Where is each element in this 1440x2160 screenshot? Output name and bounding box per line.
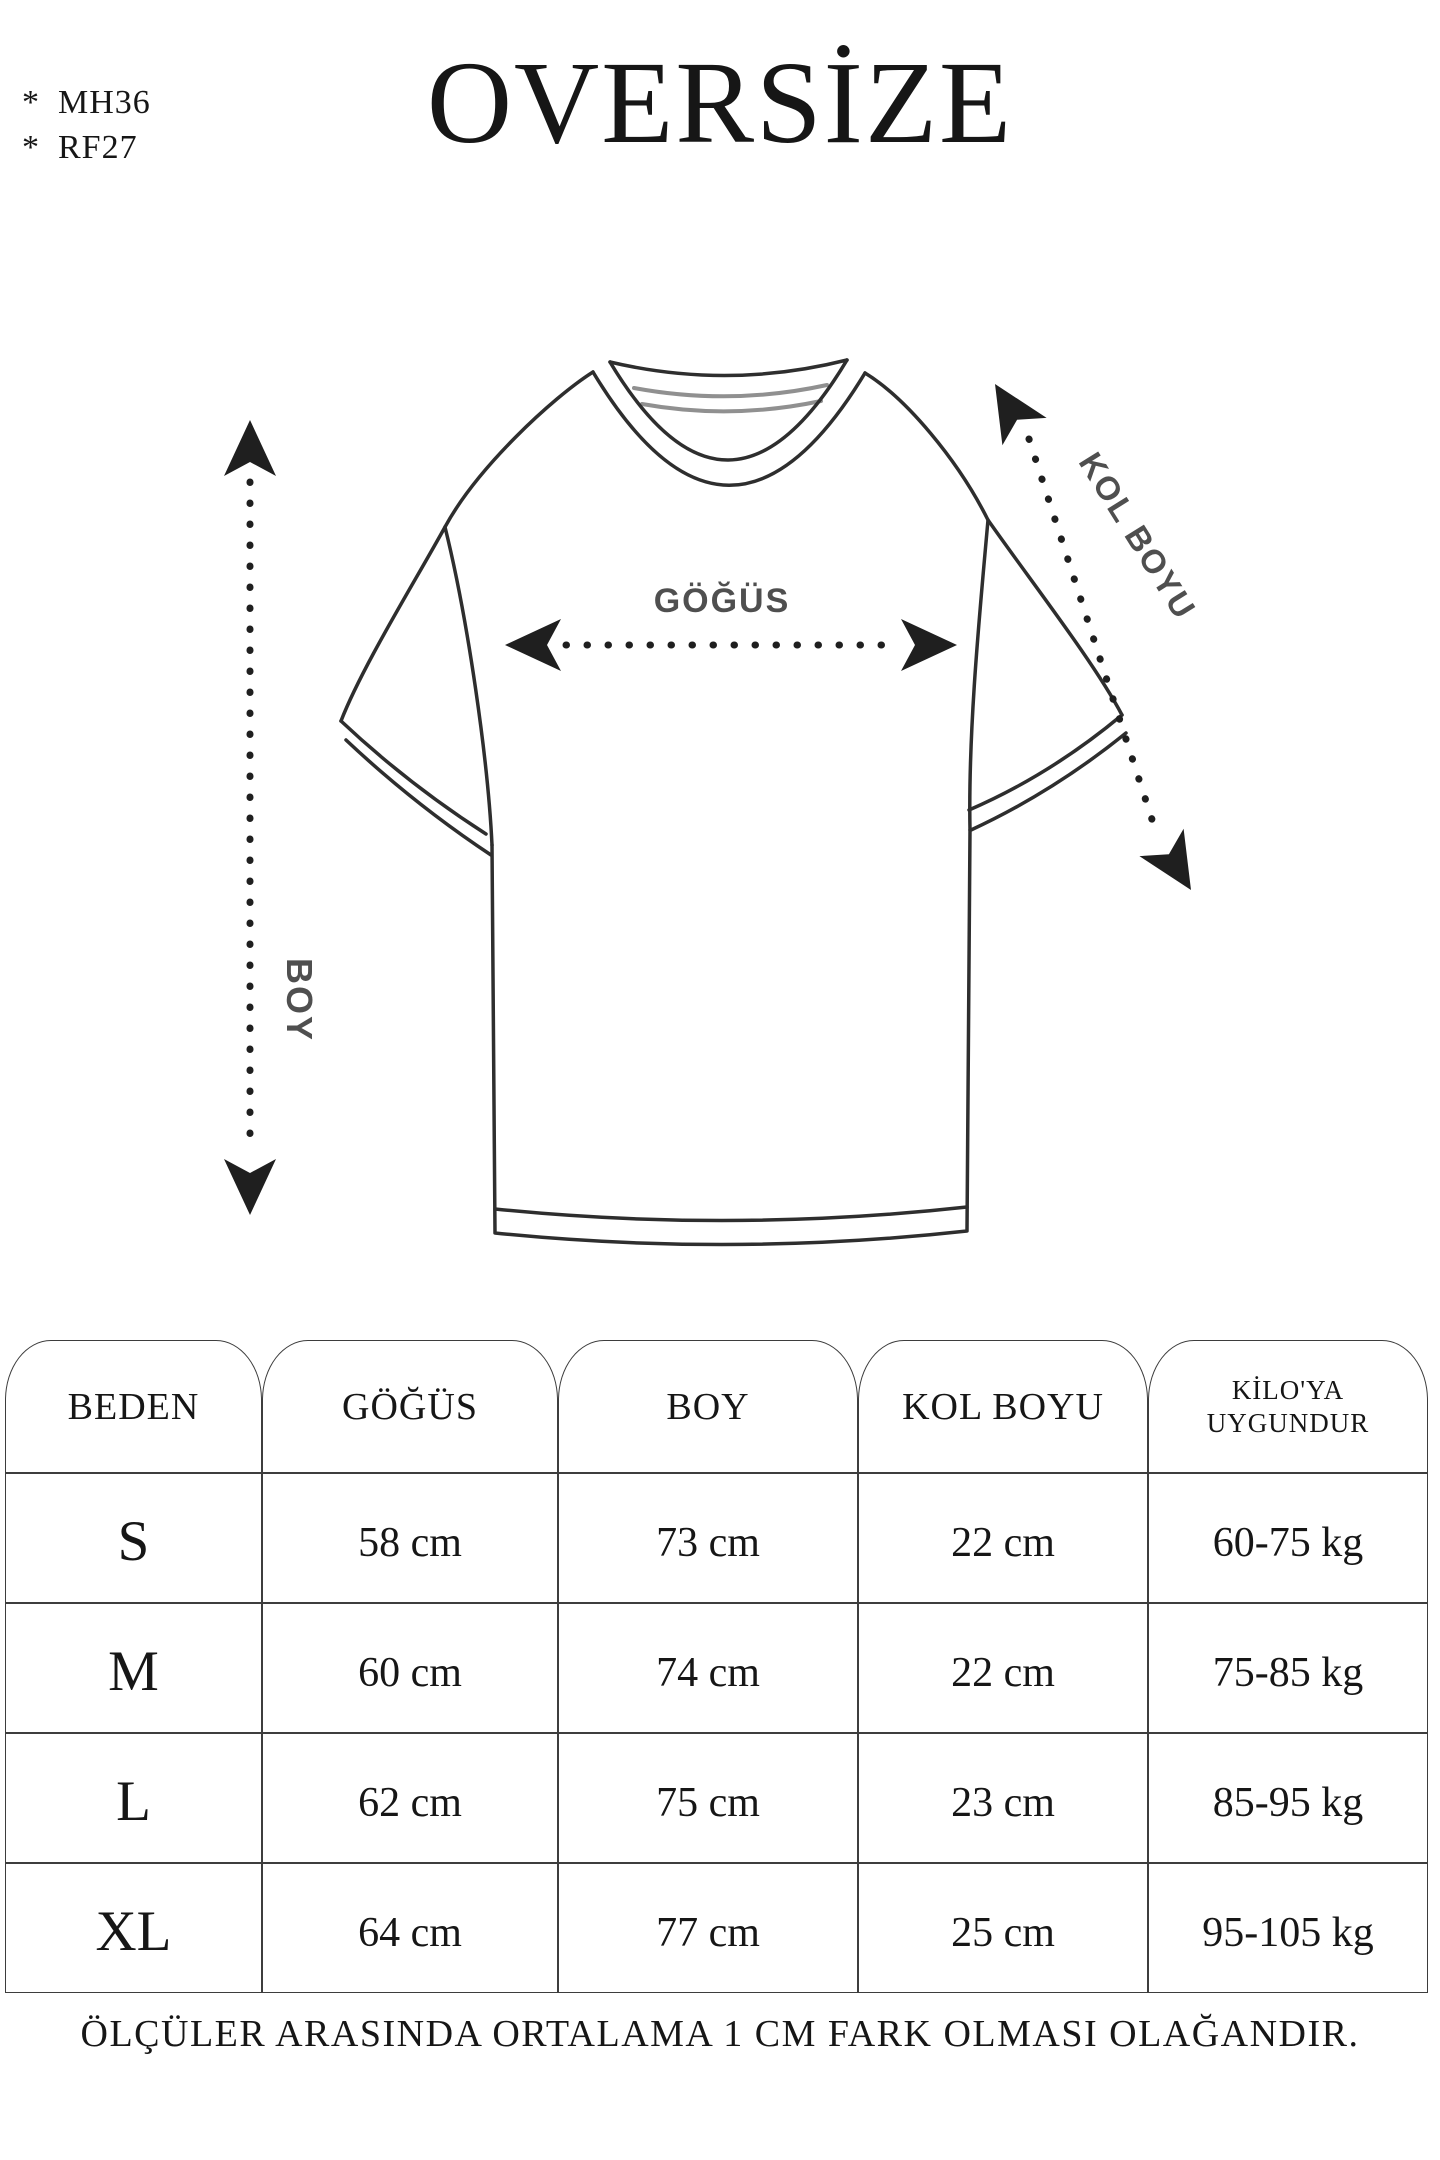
table-cell-sleeve: 22 cm [858,1473,1148,1603]
arrowhead-up-icon [224,420,276,476]
product-codes: * MH36 * RF27 [22,80,151,170]
table-cell-chest: 62 cm [262,1733,558,1863]
product-code-line: * RF27 [22,125,151,170]
column-header-chest: GÖĞÜS [262,1340,558,1473]
chest-label: GÖĞÜS [654,582,791,620]
arrowhead-upleft-icon [995,384,1047,446]
table-cell-sleeve: 23 cm [858,1733,1148,1863]
table-cell-sleeve: 25 cm [858,1863,1148,1993]
table-cell-size: L [5,1733,262,1863]
page-title: OVERSİZE [426,37,1014,168]
table-cell-length: 75 cm [558,1733,858,1863]
table-cell-weight: 95-105 kg [1148,1863,1428,1993]
table-cell-weight: 85-95 kg [1148,1733,1428,1863]
length-arrow [224,420,276,1215]
sleeve-arrow [995,384,1191,890]
arrowhead-right-icon [901,619,957,671]
tshirt-measurement-diagram: BOY GÖĞÜS KOL BOYU [224,358,1204,1247]
table-cell-length: 74 cm [558,1603,858,1733]
table-cell-chest: 60 cm [262,1603,558,1733]
table-cell-length: 73 cm [558,1473,858,1603]
product-code: RF27 [58,129,138,166]
table-cell-length: 77 cm [558,1863,858,1993]
chest-arrow [505,619,957,671]
table-cell-chest: 64 cm [262,1863,558,1993]
column-header-weight: KİLO'YA UYGUNDUR [1148,1340,1428,1473]
tolerance-note: ÖLÇÜLER ARASINDA ORTALAMA 1 CM FARK OLMA… [80,2013,1360,2055]
product-code: MH36 [58,84,151,121]
sleeve-label: KOL BOYU [1072,446,1204,626]
table-cell-size: XL [5,1863,262,1993]
product-code-line: * MH36 [22,80,151,125]
column-header-size: BEDEN [5,1340,262,1473]
column-header-length: BOY [558,1340,858,1473]
table-cell-weight: 60-75 kg [1148,1473,1428,1603]
table-cell-sleeve: 22 cm [858,1603,1148,1733]
bullet-asterisk-icon: * [22,84,40,121]
arrowhead-down-icon [224,1159,276,1215]
length-label: BOY [279,958,320,1042]
tshirt-sketch [339,358,1128,1247]
bullet-asterisk-icon: * [22,129,40,166]
size-table: BEDEN GÖĞÜS BOY KOL BOYU KİLO'YA UYGUNDU… [5,1340,1428,1993]
arrowhead-left-icon [505,619,561,671]
column-header-sleeve: KOL BOYU [858,1340,1148,1473]
arrowhead-downright-icon [1139,828,1191,890]
table-cell-weight: 75-85 kg [1148,1603,1428,1733]
table-cell-size: S [5,1473,262,1603]
table-cell-chest: 58 cm [262,1473,558,1603]
table-cell-size: M [5,1603,262,1733]
column-header-weight-label: KİLO'YA UYGUNDUR [1206,1375,1370,1438]
